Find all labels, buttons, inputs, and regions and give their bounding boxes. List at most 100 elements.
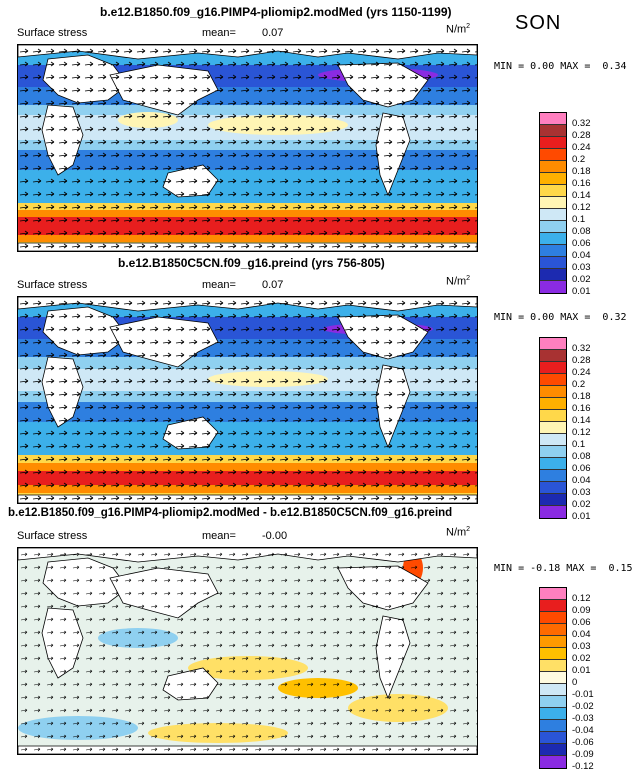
panel3-map bbox=[17, 547, 478, 755]
panel2-tick: 0.28 bbox=[572, 355, 591, 366]
panel3-swatch bbox=[540, 672, 566, 684]
panel1-tick: 0.08 bbox=[572, 226, 591, 237]
panel1-swatch bbox=[540, 221, 566, 233]
panel2-swatch bbox=[540, 470, 566, 482]
panel3-swatch bbox=[540, 648, 566, 660]
panel2-swatch bbox=[540, 374, 566, 386]
panel2-swatch bbox=[540, 386, 566, 398]
panel2-title: b.e12.B1850C5CN.f09_g16.preind (yrs 756-… bbox=[118, 256, 385, 270]
panel1-tick: 0.02 bbox=[572, 274, 591, 285]
panel3-swatch bbox=[540, 744, 566, 756]
panel1-tick: 0.01 bbox=[572, 286, 591, 297]
panel1-tick: 0.24 bbox=[572, 142, 591, 153]
panel3-map-svg bbox=[18, 548, 477, 754]
panel2-tick: 0.02 bbox=[572, 499, 591, 510]
panel3-tick: 0.01 bbox=[572, 665, 591, 676]
panel1-map-svg bbox=[18, 45, 477, 251]
panel1-swatch bbox=[540, 269, 566, 281]
panel2-map-svg bbox=[18, 297, 477, 503]
panel3-tick: -0.09 bbox=[572, 749, 594, 760]
panel1-swatch bbox=[540, 113, 566, 125]
panel3-tick: 0 bbox=[572, 677, 578, 688]
panel2-tick: 0.03 bbox=[572, 487, 591, 498]
panel2-tick: 0.14 bbox=[572, 415, 591, 426]
panel3-swatch bbox=[540, 720, 566, 732]
panel2-tick: 0.06 bbox=[572, 463, 591, 474]
panel2-units: N/m2 bbox=[446, 275, 471, 288]
panel1-swatch bbox=[540, 197, 566, 209]
panel2-tick: 0.01 bbox=[572, 511, 591, 522]
panel2-swatch bbox=[540, 410, 566, 422]
panel2-tick: 0.24 bbox=[572, 367, 591, 378]
panel2-swatch bbox=[540, 458, 566, 470]
panel3-minmax: MIN = -0.18 MAX = 0.15 bbox=[494, 563, 633, 574]
panel3-tick: -0.02 bbox=[572, 701, 594, 712]
panel2-tick: 0.12 bbox=[572, 427, 591, 438]
panel2-mean-label: mean= bbox=[202, 279, 236, 291]
panel3-swatch bbox=[540, 684, 566, 696]
panel2-map bbox=[17, 296, 478, 504]
panel2-swatch bbox=[540, 422, 566, 434]
panel1-swatch bbox=[540, 281, 566, 293]
panel2-swatch bbox=[540, 506, 566, 518]
panel2-tick: 0.32 bbox=[572, 343, 591, 354]
panel3-tick: 0.04 bbox=[572, 629, 591, 640]
panel3-tick: -0.12 bbox=[572, 761, 594, 772]
panel3-tick: 0.02 bbox=[572, 653, 591, 664]
panel1-tick: 0.16 bbox=[572, 178, 591, 189]
panel2-swatch bbox=[540, 446, 566, 458]
panel1-tick: 0.1 bbox=[572, 214, 586, 225]
panel1-tick: 0.14 bbox=[572, 190, 591, 201]
panel3-units: N/m2 bbox=[446, 526, 471, 539]
panel1-swatch bbox=[540, 209, 566, 221]
panel3-tick: 0.09 bbox=[572, 605, 591, 616]
panel2-swatch bbox=[540, 350, 566, 362]
panel1-minmax: MIN = 0.00 MAX = 0.34 bbox=[494, 61, 627, 72]
panel1-tick: 0.06 bbox=[572, 238, 591, 249]
panel1-swatch bbox=[540, 257, 566, 269]
panel1-swatch bbox=[540, 125, 566, 137]
panel3-swatch bbox=[540, 636, 566, 648]
panel1-field-label: Surface stress bbox=[17, 27, 88, 39]
panel1-tick: 0.12 bbox=[572, 202, 591, 213]
panel1-swatch bbox=[540, 149, 566, 161]
panel2-tick: 0.16 bbox=[572, 403, 591, 414]
panel1-swatch bbox=[540, 161, 566, 173]
panel2-tick: 0.08 bbox=[572, 451, 591, 462]
panel2-tick: 0.18 bbox=[572, 391, 591, 402]
panel2-swatch bbox=[540, 398, 566, 410]
panel2-swatch bbox=[540, 338, 566, 350]
panel3-swatch bbox=[540, 624, 566, 636]
panel1-swatch bbox=[540, 173, 566, 185]
panel3-tick: -0.04 bbox=[572, 725, 594, 736]
panel1-tick: 0.32 bbox=[572, 118, 591, 129]
panel1-tick: 0.28 bbox=[572, 130, 591, 141]
panel1-mean-label: mean= bbox=[202, 27, 236, 39]
panel2-minmax: MIN = 0.00 MAX = 0.32 bbox=[494, 312, 627, 323]
panel2-tick: 0.04 bbox=[572, 475, 591, 486]
panel1-map bbox=[17, 44, 478, 252]
panel3-tick: 0.12 bbox=[572, 593, 591, 604]
panel1-tick: 0.2 bbox=[572, 154, 586, 165]
panel3-tick: -0.06 bbox=[572, 737, 594, 748]
season-label: SON bbox=[515, 12, 562, 34]
panel3-swatch bbox=[540, 600, 566, 612]
panel3-title: b.e12.B1850.f09_g16.PIMP4-pliomip2.modMe… bbox=[8, 507, 453, 519]
panel3-colorbar bbox=[539, 587, 567, 769]
panel1-units: N/m2 bbox=[446, 23, 471, 36]
panel1-title: b.e12.B1850.f09_g16.PIMP4-pliomip2.modMe… bbox=[100, 5, 452, 19]
panel1-tick: 0.18 bbox=[572, 166, 591, 177]
panel1-mean-value: 0.07 bbox=[262, 27, 284, 39]
panel2-swatch bbox=[540, 482, 566, 494]
panel2-swatch bbox=[540, 434, 566, 446]
panel3-mean-value: -0.00 bbox=[262, 530, 288, 542]
panel3-tick: 0.06 bbox=[572, 617, 591, 628]
panel2-tick: 0.2 bbox=[572, 379, 586, 390]
panel3-swatch bbox=[540, 660, 566, 672]
panel3-tick: 0.03 bbox=[572, 641, 591, 652]
panel2-swatch bbox=[540, 362, 566, 374]
panel1-tick: 0.04 bbox=[572, 250, 591, 261]
panel3-swatch bbox=[540, 708, 566, 720]
panel1-tick: 0.03 bbox=[572, 262, 591, 273]
panel1-colorbar bbox=[539, 112, 567, 294]
